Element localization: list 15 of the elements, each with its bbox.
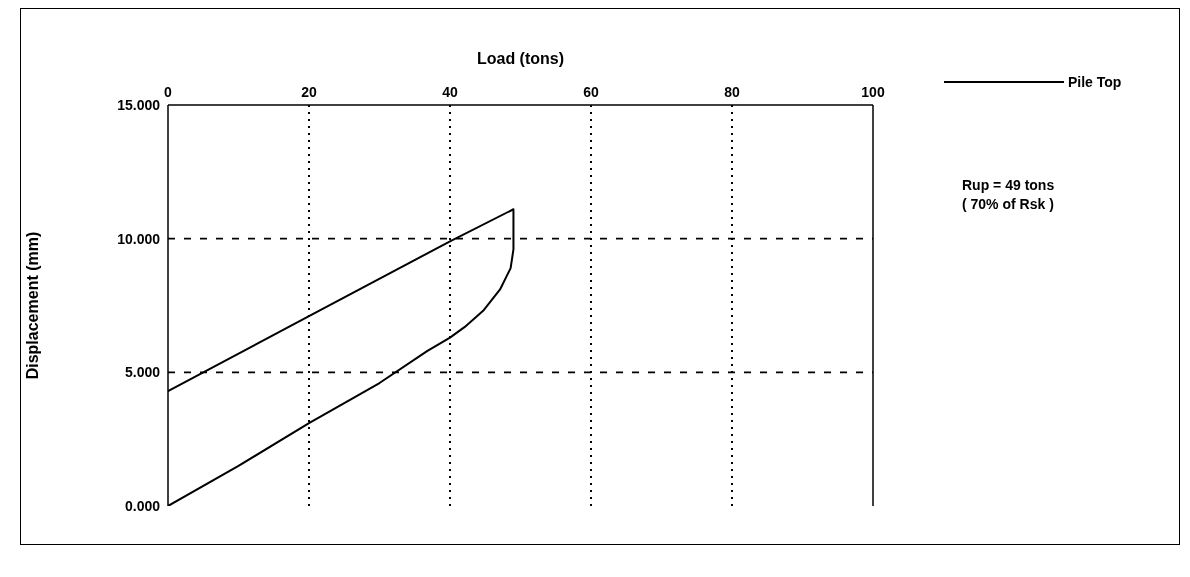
y-tick-label: 5.000 (124, 364, 161, 381)
text: Pile Top (1068, 74, 1122, 90)
y-axis-title: Displacement (mm) (23, 231, 41, 380)
y-tick-label: 0.000 (124, 497, 161, 514)
x-tick-label: 100 (861, 84, 885, 100)
x-tick-label: 80 (724, 84, 740, 100)
x-axis-title: Load (tons) (476, 50, 565, 68)
text: ( 70% of Rsk ) (962, 195, 1055, 214)
y-tick-label: 15.000 (117, 96, 161, 113)
x-tick-label: 0 (164, 84, 173, 100)
y-tick-label: 10.000 (117, 230, 161, 247)
text: Rup = 49 tons (962, 176, 1055, 195)
x-tick-label: 20 (301, 84, 317, 100)
x-tick-label: 40 (442, 84, 458, 100)
x-tick-label: 60 (583, 84, 599, 100)
